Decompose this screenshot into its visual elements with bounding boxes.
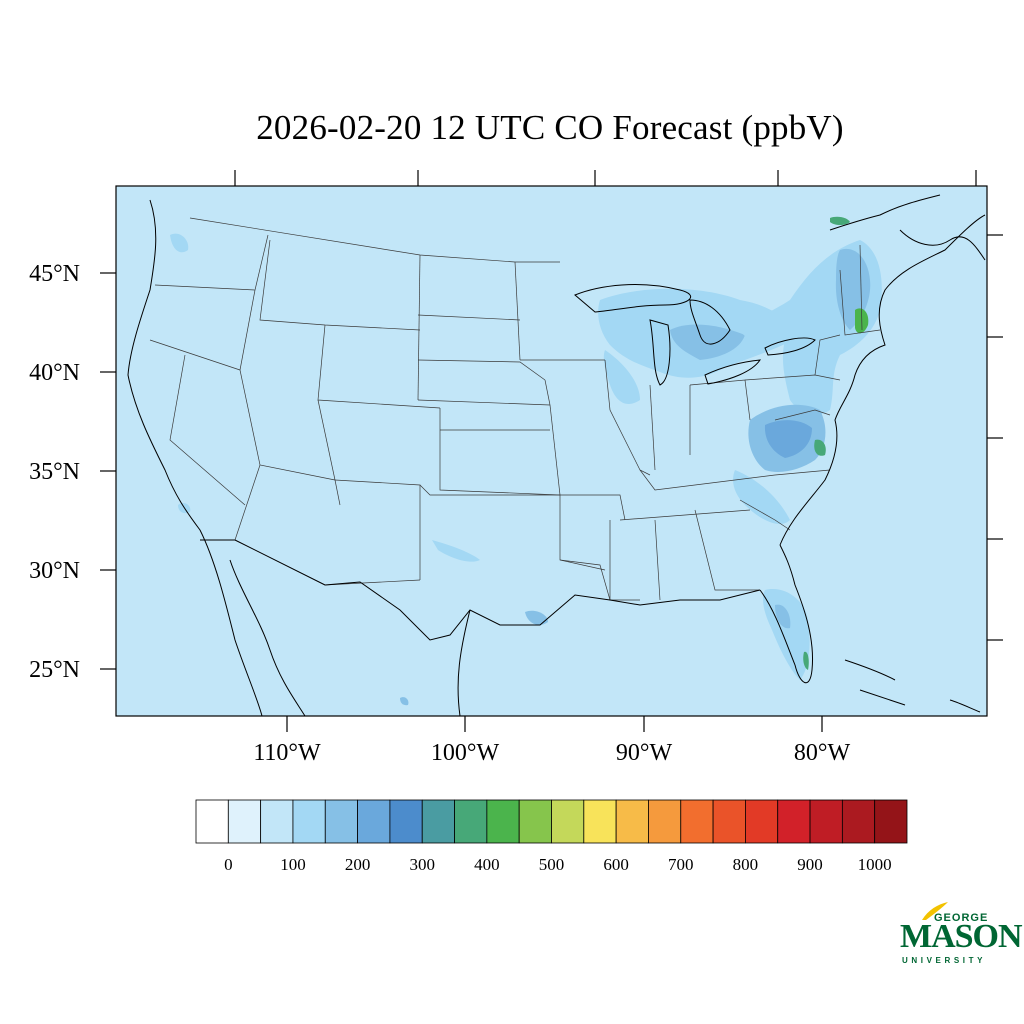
colorbar-tick-label: 400 <box>474 855 500 874</box>
lat-label: 35°N <box>29 459 80 485</box>
colorbar-swatch <box>551 799 585 844</box>
colorbar-swatch <box>421 799 455 844</box>
plume-iowa <box>603 350 640 405</box>
plume-texas-band <box>432 540 480 562</box>
colorbar-swatch <box>874 799 908 844</box>
colorbar-swatch <box>486 799 520 844</box>
plume-florida <box>762 589 810 680</box>
colorbar-tick-label: 800 <box>733 855 759 874</box>
plume-montreal <box>830 216 850 225</box>
coastlines <box>127 194 986 716</box>
colorbar-swatch <box>841 799 876 844</box>
colorbar-tick-label: 200 <box>345 855 371 874</box>
colorbar-swatch <box>324 799 358 844</box>
lat-label: 45°N <box>29 261 80 287</box>
plume-nc-coast <box>814 439 826 456</box>
colorbar-tick-label: 300 <box>409 855 435 874</box>
plume-florida-core <box>775 604 791 629</box>
logo-line3: UNIVERSITY <box>902 956 987 965</box>
left-ticks <box>100 272 116 670</box>
colorbar-swatch <box>745 799 779 844</box>
colorbar-tick-label: 0 <box>224 855 233 874</box>
logo-line1: GEORGE <box>934 912 989 924</box>
colorbar-swatch <box>680 799 714 844</box>
colorbar-labels: 0 100 200 300 400 500 600 700 800 900 1000 <box>224 855 892 874</box>
colorbar-swatch <box>389 799 423 844</box>
colorbar-tick-label: 700 <box>668 855 694 874</box>
colorbar-swatch <box>648 799 682 844</box>
colorbar-tick-label: 900 <box>797 855 823 874</box>
colorbar-swatch <box>260 799 294 844</box>
plume-virginia-core <box>764 420 812 458</box>
colorbar-tick-label: 600 <box>603 855 629 874</box>
plume-southeast <box>733 470 790 525</box>
bottom-ticks <box>286 716 823 732</box>
colorbar-swatch <box>518 799 552 844</box>
page-title: 2026-02-20 12 UTC CO Forecast (ppbV) <box>256 108 844 147</box>
colorbar-swatch <box>777 799 811 844</box>
lat-label: 30°N <box>29 558 80 584</box>
colorbar-swatch <box>195 799 229 844</box>
logo-line2: MASON <box>900 918 1023 955</box>
colorbar <box>195 799 908 844</box>
right-ticks <box>987 234 1003 641</box>
plume-houston <box>525 610 548 625</box>
colorbar-swatch <box>454 799 488 844</box>
plume-lake-michigan <box>670 324 745 360</box>
plume-seattle <box>170 233 189 253</box>
colorbar-swatch <box>712 799 746 844</box>
colorbar-swatch <box>357 799 391 844</box>
colorbar-tick-label: 500 <box>539 855 565 874</box>
latitude-labels: 45°N 40°N 35°N 30°N 25°N <box>29 261 80 683</box>
lon-label: 100°W <box>431 740 500 766</box>
colorbar-tick-label: 1000 <box>858 855 892 874</box>
lat-label: 25°N <box>29 657 80 683</box>
top-ticks <box>234 170 977 186</box>
colorbar-swatch <box>615 799 649 844</box>
lon-label: 110°W <box>253 740 321 766</box>
plume-miami <box>803 651 809 670</box>
lon-label: 80°W <box>794 740 851 766</box>
plume-mexico <box>400 697 409 706</box>
colorbar-swatch <box>292 799 326 844</box>
colorbar-tick-label: 100 <box>280 855 306 874</box>
longitude-labels: 110°W 100°W 90°W 80°W <box>253 740 850 766</box>
colorbar-swatch <box>583 799 617 844</box>
colorbar-swatch <box>809 799 843 844</box>
colorbar-swatch <box>227 799 262 844</box>
gmu-logo: GEORGE MASON UNIVERSITY <box>896 900 1023 970</box>
lat-label: 40°N <box>29 360 80 386</box>
state-borders <box>149 217 881 601</box>
leaf-icon <box>922 902 948 920</box>
lon-label: 90°W <box>616 740 673 766</box>
